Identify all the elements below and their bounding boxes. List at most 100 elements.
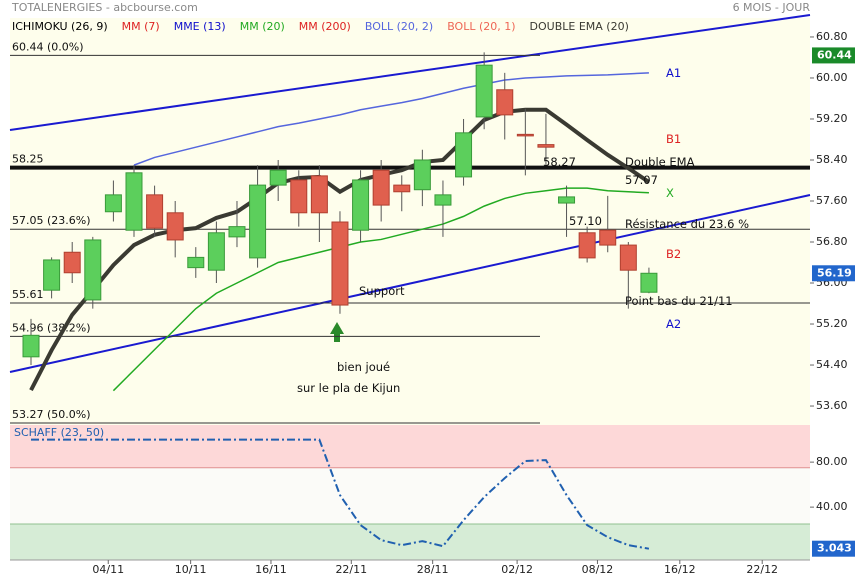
zone: [10, 425, 810, 468]
annotation: Résistance du 23.6 %: [625, 217, 750, 231]
header-title: TOTALENERGIES - abcbourse.com: [11, 1, 198, 14]
candle-body: [393, 184, 411, 193]
schaff-title: SCHAFF (23, 50): [14, 426, 104, 439]
annotation: A1: [666, 66, 682, 80]
candle-body: [537, 144, 555, 148]
candle-body: [352, 179, 370, 231]
level-label: 57.05 (23.6%): [12, 214, 91, 227]
candle-body: [43, 259, 61, 291]
candle-body: [619, 244, 637, 271]
price-panel: [10, 18, 810, 425]
candle-body: [187, 256, 205, 269]
y-tick-label: 60.00: [816, 71, 848, 84]
y-tick-label: 57.60: [816, 194, 848, 207]
price-flag: 56.19: [817, 266, 852, 279]
annotation: bien joué: [337, 360, 391, 374]
candle-body: [310, 175, 328, 214]
candle-body: [146, 194, 164, 229]
header-period: 6 MOIS - JOUR: [733, 1, 811, 14]
legend-entry: MM (7): [122, 20, 160, 33]
y-tick-label: 55.20: [816, 317, 848, 330]
zone: [10, 524, 810, 560]
indicator-line: [29, 107, 651, 392]
level-label: 53.27 (50.0%): [12, 408, 91, 421]
y-tick-label: 54.40: [816, 358, 848, 371]
candle-body: [640, 272, 658, 293]
candle-body: [269, 169, 287, 186]
y-tick-label: 56.80: [816, 235, 848, 248]
annotation: B1: [666, 132, 682, 146]
annotation: 57.10: [569, 214, 602, 228]
x-tick-label: 10/11: [175, 563, 207, 576]
trend-line: [9, 14, 811, 131]
annotation: Point bas du 21/11: [625, 294, 733, 308]
value-flag: 3.043: [817, 542, 852, 555]
value-flag-box: [812, 540, 855, 557]
candle-body: [125, 172, 143, 231]
annotation: 58.27: [543, 155, 576, 169]
level-label: 60.44 (0.0%): [12, 40, 84, 53]
candle-body: [249, 184, 267, 259]
x-tick-label: 22/12: [746, 563, 778, 576]
candle-body: [331, 221, 349, 306]
candle-body: [290, 179, 308, 214]
x-tick-label: 08/12: [582, 563, 614, 576]
annotation: X: [666, 186, 674, 200]
candle-body: [84, 239, 102, 301]
candle-body: [413, 159, 431, 191]
candle-body: [599, 229, 617, 246]
x-tick-label: 16/11: [255, 563, 287, 576]
candle-body: [434, 194, 452, 206]
trend-line: [9, 194, 811, 373]
level-label: 55.61: [12, 288, 44, 301]
annotation: sur le pla de Kijun: [297, 381, 401, 395]
legend-entry: MM (20): [240, 20, 285, 33]
arrow: [330, 322, 344, 342]
indicator-line: [133, 72, 649, 166]
y-tick-label: 60.80: [816, 30, 848, 43]
candle-body: [455, 132, 473, 178]
candle-body: [558, 196, 576, 204]
x-tick-label: 02/12: [501, 563, 533, 576]
candle-body: [22, 334, 40, 358]
x-tick-label: 04/11: [92, 563, 124, 576]
schaff-line: [31, 438, 650, 550]
candle-body: [166, 212, 184, 241]
x-tick-label: 22/11: [335, 563, 367, 576]
annotation: B2: [666, 247, 682, 261]
y-tick-label: 58.40: [816, 153, 848, 166]
candle-body: [228, 226, 246, 238]
y-tick-label: 40.00: [816, 500, 848, 513]
legend-entry: BOLL (20, 1): [447, 20, 515, 33]
legend-entry: BOLL (20, 2): [365, 20, 433, 33]
legend-entry: MME (13): [174, 20, 226, 33]
candle-body: [475, 64, 493, 118]
candle-body: [578, 232, 596, 259]
annotation: 57.07: [625, 173, 658, 187]
price-flag-box: [812, 47, 855, 64]
candle-body: [516, 133, 534, 137]
price-flag: 60.44: [817, 48, 852, 61]
annotation: Support: [359, 284, 405, 298]
legend-entry: DOUBLE EMA (20): [530, 20, 629, 33]
annotation: A2: [666, 317, 682, 331]
candle-body: [207, 232, 225, 271]
y-tick-label: 53.60: [816, 399, 848, 412]
candle-body: [104, 194, 122, 213]
y-tick-label: 59.20: [816, 112, 848, 125]
x-tick-label: 28/11: [417, 563, 449, 576]
candle-body: [372, 169, 390, 206]
legend-entry: ICHIMOKU (26, 9): [12, 20, 108, 33]
level-label: 58.25: [12, 153, 44, 166]
legend-entry: MM (200): [299, 20, 351, 33]
indicator-line: [112, 187, 649, 392]
candle-body: [496, 89, 514, 116]
x-tick-label: 16/12: [664, 563, 696, 576]
annotation: Double EMA: [625, 155, 695, 169]
candle-body: [63, 251, 81, 274]
price-flag-box: [812, 265, 855, 282]
level-label: 54.96 (38.2%): [12, 321, 91, 334]
y-tick-label: 80.00: [816, 455, 848, 468]
